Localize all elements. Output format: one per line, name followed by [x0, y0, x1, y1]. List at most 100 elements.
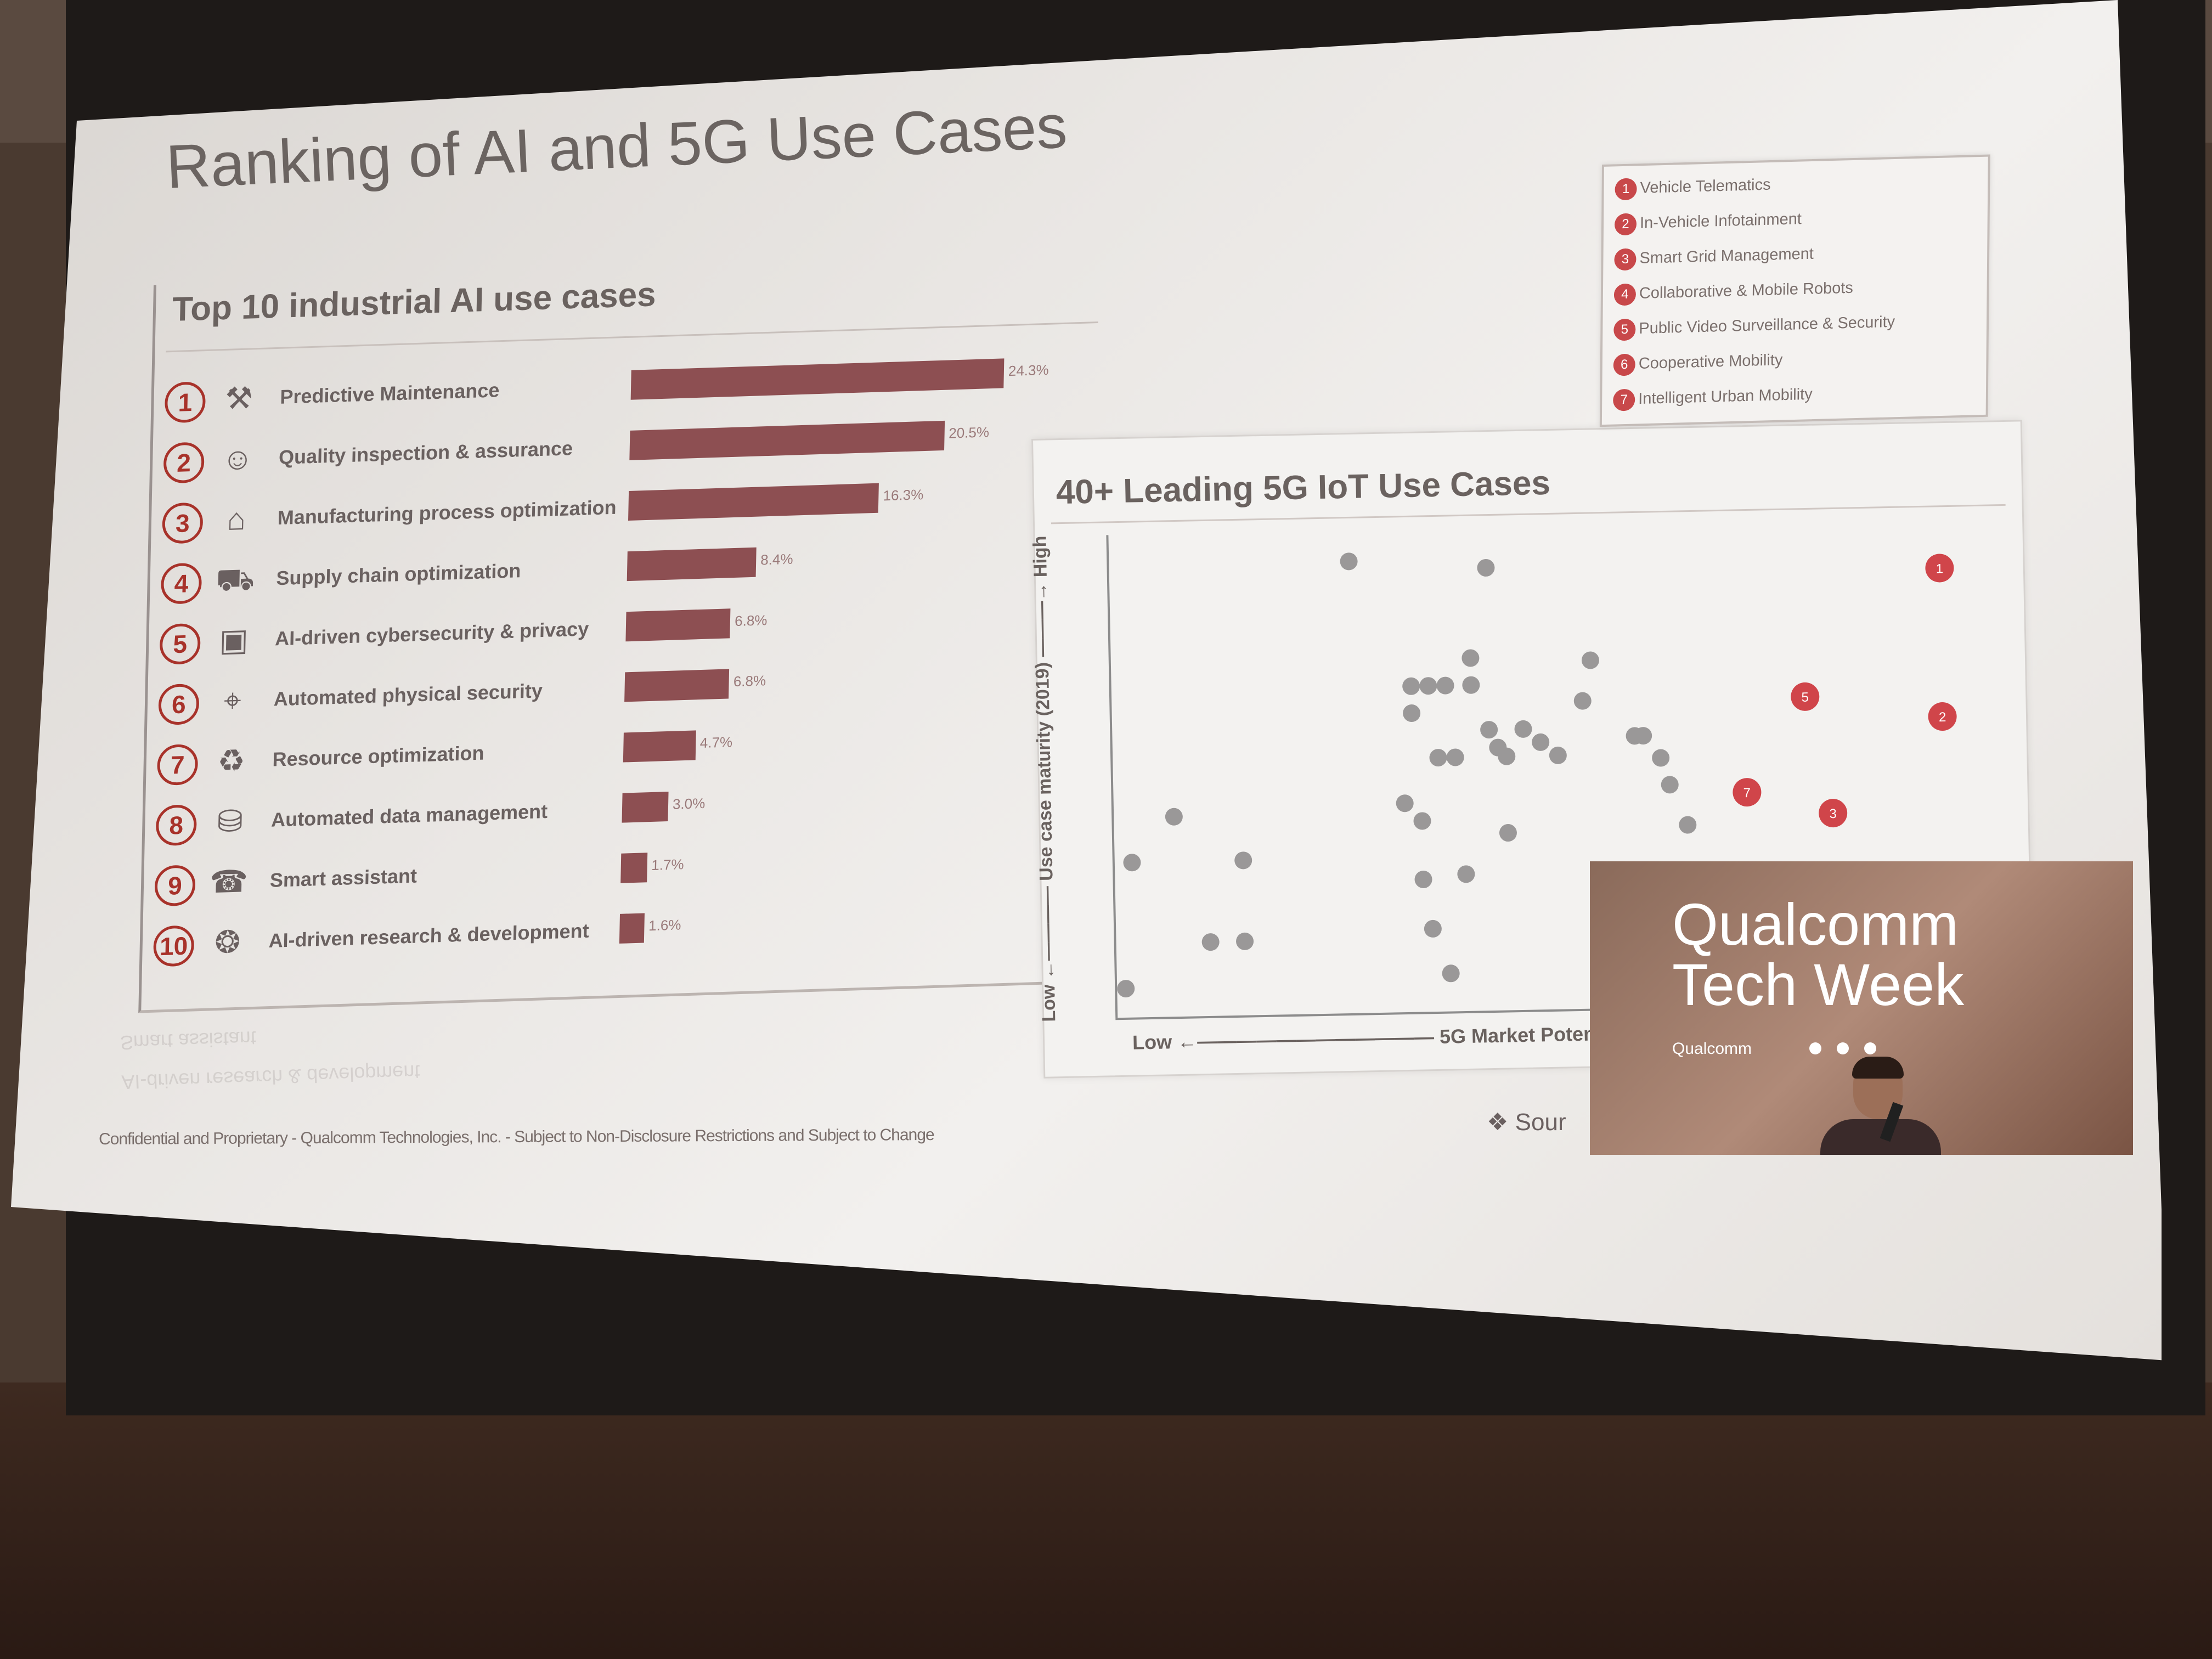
- legend-number-badge: 1: [1615, 178, 1637, 201]
- bar-label: Predictive Maintenance: [280, 379, 500, 408]
- scatter-point: [1499, 824, 1517, 842]
- presenter-hair: [1852, 1057, 1904, 1079]
- legend-item: 4 Collaborative & Mobile Robots: [1613, 278, 1854, 306]
- bar: [630, 358, 1005, 400]
- bar: [627, 547, 757, 582]
- bar: [622, 791, 669, 823]
- bar: [624, 669, 730, 702]
- source-note: ❖ Sour: [1487, 1109, 1566, 1136]
- legend-number-badge: 6: [1613, 353, 1635, 376]
- rank-badge: 9: [154, 865, 196, 907]
- bar: [619, 913, 645, 944]
- scatter-point: [1457, 865, 1475, 883]
- scatter-point: [1634, 727, 1652, 745]
- legend-item: 2 In-Vehicle Infotainment: [1614, 208, 1802, 236]
- camera-icon: ⌖: [223, 682, 242, 718]
- highlighted-point: [1733, 778, 1762, 807]
- scatter-point: [1424, 919, 1442, 938]
- scatter-point: [1514, 720, 1532, 738]
- scatter-point: [1413, 812, 1431, 830]
- ai-chart-title: Top 10 industrial AI use cases: [172, 275, 657, 329]
- stage-wall: [0, 1383, 2212, 1659]
- highlighted-point: [1925, 554, 1954, 583]
- scatter-point: [1414, 871, 1432, 889]
- bar-label: Smart assistant: [269, 864, 417, 891]
- scatter-point: [1573, 692, 1592, 710]
- scatter-point: [1402, 677, 1420, 695]
- scatter-point: [1403, 704, 1421, 722]
- bar-label: Automated physical security: [273, 679, 543, 710]
- scatter-point: [1236, 932, 1254, 950]
- event-brand: Qualcomm: [1672, 1040, 1752, 1058]
- bar-label: Manufacturing process optimization: [277, 495, 617, 529]
- rank-badge: 2: [163, 442, 205, 484]
- highlighted-point: [1791, 682, 1820, 711]
- monitor-lock-icon: ▣: [219, 622, 249, 658]
- bar-label: Supply chain optimization: [276, 559, 521, 590]
- iot-chart-title: 40+ Leading 5G IoT Use Cases: [1056, 464, 1551, 512]
- iot-use-cases-panel: 40+ Leading 5G IoT Use Cases Low ←———— U…: [1029, 420, 2035, 1079]
- legend-label: Vehicle Telematics: [1640, 176, 1771, 197]
- recycle-icon: ♻: [217, 743, 246, 778]
- wrench-icon: ⚒: [224, 380, 253, 416]
- bar-label: Quality inspection & assurance: [278, 437, 573, 469]
- scatter-point: [1581, 651, 1599, 669]
- legend-item: 5 Public Video Surveillance & Security: [1613, 312, 1895, 341]
- bar-label: Resource optimization: [272, 741, 484, 771]
- scatter-point: [1396, 794, 1414, 812]
- legend-label: In-Vehicle Infotainment: [1639, 210, 1802, 232]
- scatter-point: [1446, 748, 1464, 766]
- bar: [623, 730, 696, 763]
- scatter-point: [1679, 816, 1697, 834]
- scatter-point: [1436, 676, 1454, 695]
- bar: [629, 420, 945, 460]
- legend-item: 1 Vehicle Telematics: [1615, 174, 1771, 201]
- bar: [620, 853, 647, 883]
- presenter-video-overlay: Qualcomm Tech Week Qualcomm: [1590, 861, 2133, 1155]
- highlighted-point-label: 5: [1801, 690, 1809, 705]
- truck-icon: ⛟: [215, 561, 255, 597]
- inspector-icon: ☺: [221, 441, 254, 477]
- legend-label: Smart Grid Management: [1639, 245, 1814, 267]
- rank-badge: 7: [156, 743, 199, 786]
- ai-use-cases-panel: Top 10 industrial AI use cases 1 ⚒ Predict…: [138, 255, 1105, 1013]
- legend-item: 3 Smart Grid Management: [1614, 244, 1814, 271]
- projected-slide: Ranking of AI and 5G Use Cases Top 10 in…: [11, 0, 2162, 1361]
- rank-badge: 6: [158, 683, 200, 726]
- rank-badge: 1: [164, 381, 206, 424]
- reflection-label: Smart assistant: [120, 1026, 257, 1054]
- scatter-point: [1462, 649, 1480, 667]
- phone-icon: ☎: [209, 864, 249, 900]
- bar-value: 6.8%: [733, 672, 766, 690]
- legend-number-badge: 7: [1613, 388, 1635, 411]
- highlighted-point-label: 1: [1936, 561, 1944, 576]
- scatter-point: [1419, 677, 1437, 695]
- bar-value: 1.7%: [651, 856, 684, 874]
- bar-label: AI-driven research & development: [268, 919, 590, 952]
- highlighted-point-label: 3: [1829, 806, 1837, 821]
- ai-title-divider: [166, 321, 1098, 353]
- presenter-figure: [1809, 1037, 1941, 1155]
- highlighted-point-label: 7: [1743, 786, 1751, 800]
- rank-badge: 5: [159, 623, 201, 665]
- scatter-point: [1201, 933, 1220, 951]
- bar: [625, 608, 731, 642]
- rank-badge: 8: [155, 804, 198, 847]
- event-dot: [1809, 1042, 1821, 1054]
- rank-badge: 4: [160, 562, 202, 605]
- legend-number-badge: 5: [1613, 318, 1636, 341]
- iot-legend: 1 Vehicle Telematics 2 In-Vehicle Infotainm…: [1599, 154, 1990, 427]
- legend-item: 7 Intelligent Urban Mobility: [1613, 384, 1813, 411]
- legend-label: Collaborative & Mobile Robots: [1639, 279, 1854, 302]
- bar-value: 3.0%: [672, 794, 706, 812]
- bar: [628, 483, 879, 521]
- brain-icon: ❂: [214, 924, 241, 960]
- bar-value: 6.8%: [734, 612, 768, 630]
- bar-value: 8.4%: [760, 550, 793, 568]
- bar-label: AI-driven cybersecurity & privacy: [274, 617, 589, 650]
- scatter-point: [1165, 808, 1183, 826]
- scatter-plot: 1 2 3 5 7: [1117, 552, 1957, 998]
- highlighted-point: [1819, 799, 1848, 828]
- bar-value: 16.3%: [883, 486, 924, 504]
- factory-icon: ⌂: [227, 501, 246, 537]
